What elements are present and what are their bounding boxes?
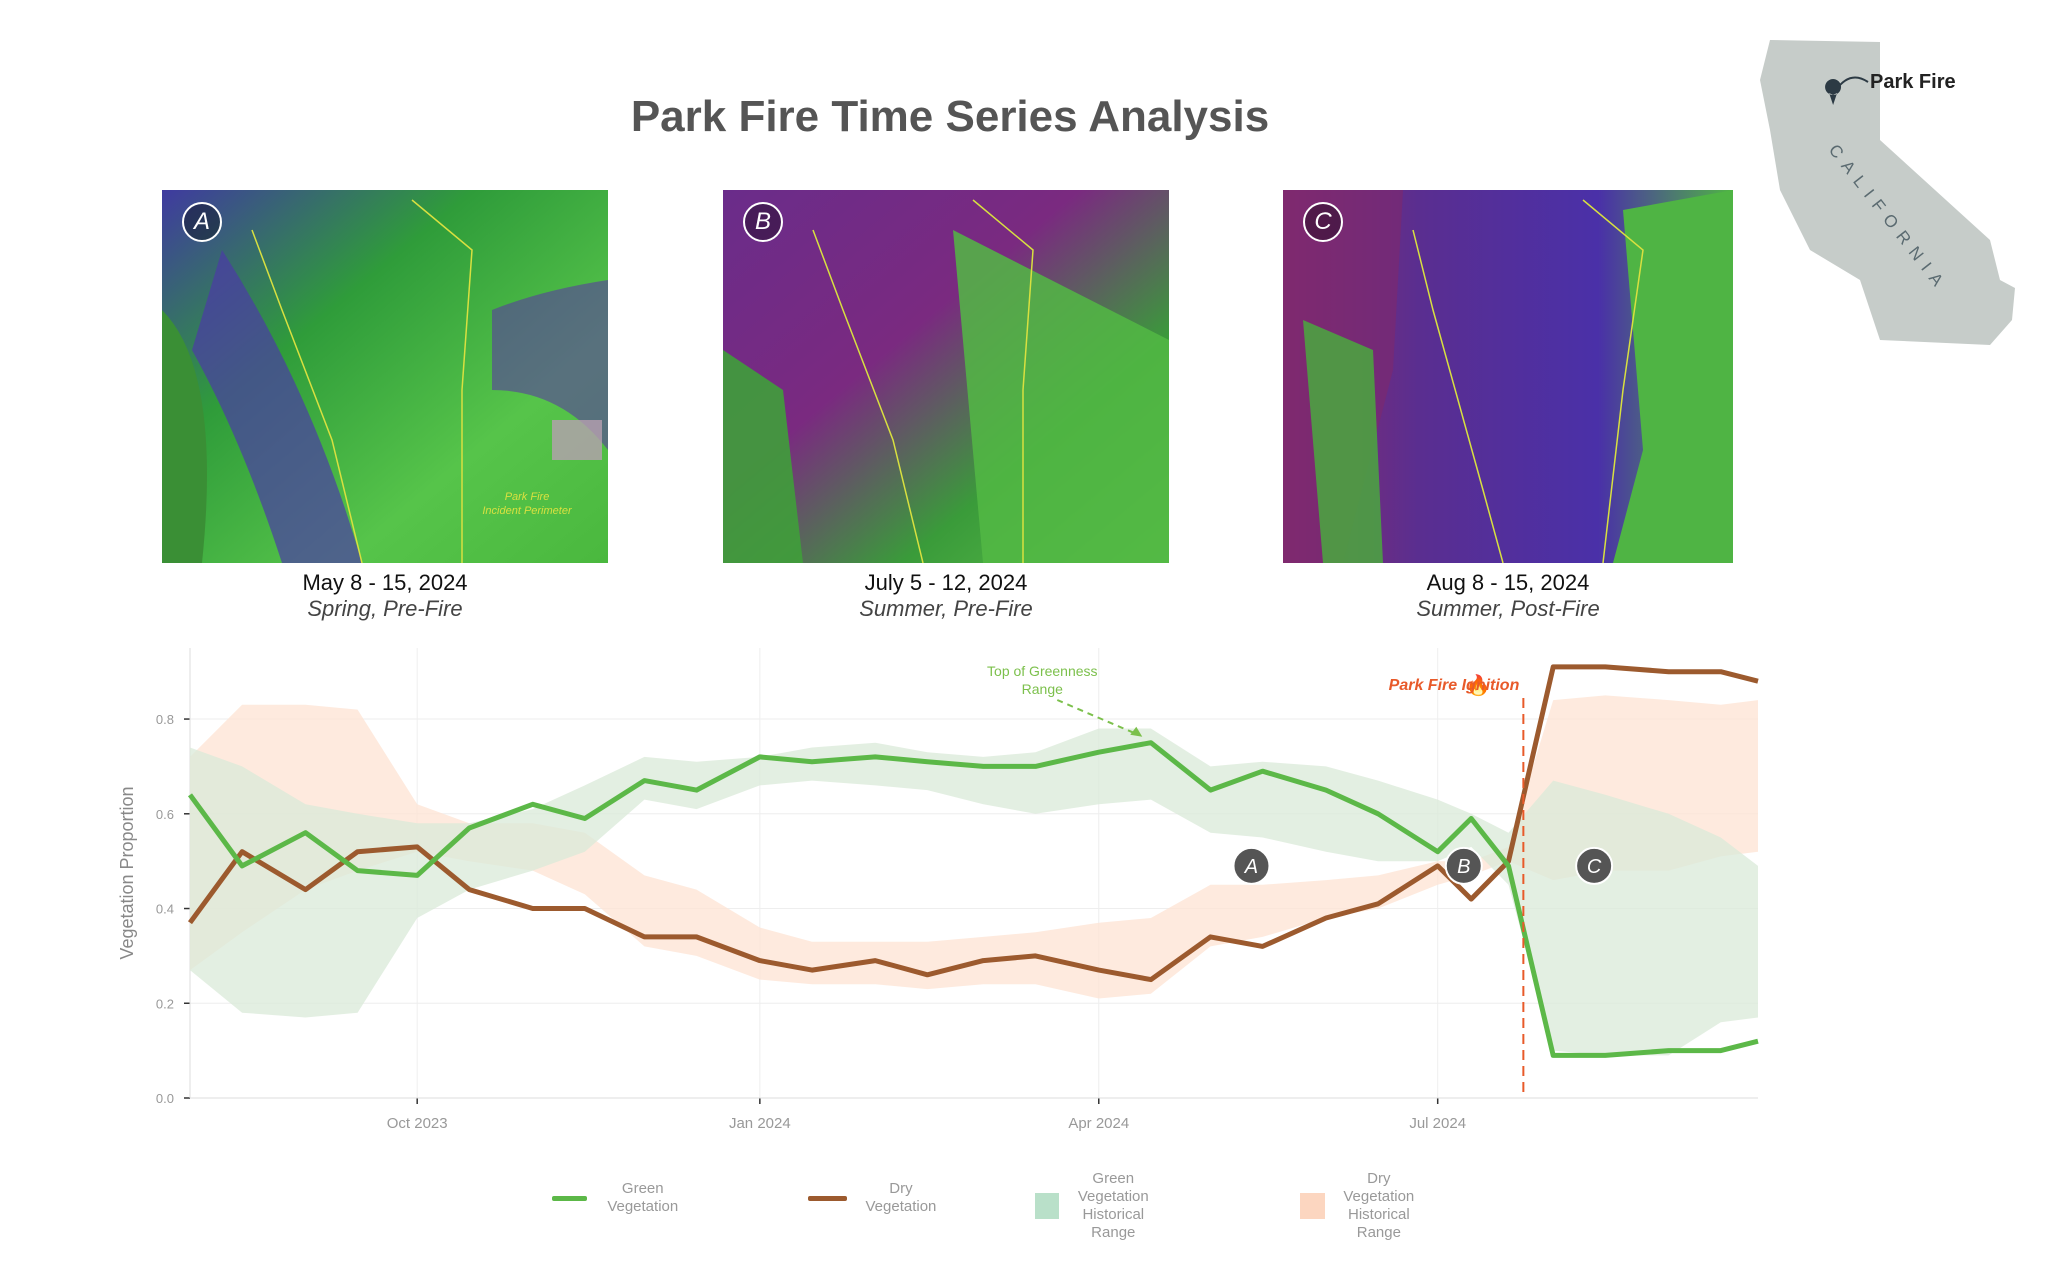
panel-badge: B: [743, 202, 783, 242]
x-tick-label: Apr 2024: [1068, 1115, 1129, 1132]
legend-swatch: [1300, 1193, 1325, 1219]
california-map: Park Fire CALIFORNIA: [1750, 40, 2040, 355]
panel-badge: A: [182, 202, 222, 242]
dry-vegetation-line: [187, 664, 1759, 983]
legend-item-dry-range: Dry Vegetation Historical Range: [1300, 1170, 1419, 1242]
x-tick-label: Oct 2023: [387, 1115, 448, 1132]
y-tick-label: 0.4: [156, 902, 174, 917]
period-marker: [1444, 846, 1483, 885]
caption-date: July 5 - 12, 2024: [864, 570, 1028, 595]
satellite-image-b: [723, 190, 1169, 563]
y-tick-label: 0.6: [156, 807, 174, 822]
legend-label: Dry Vegetation: [865, 1180, 937, 1215]
green-vegetation-line: [187, 740, 1759, 1058]
caption-a: May 8 - 15, 2024 Spring, Pre-Fire: [155, 570, 615, 622]
legend-label: Dry Vegetation Historical Range: [1343, 1170, 1415, 1241]
x-tick-label: Jul 2024: [1409, 1115, 1466, 1132]
legend-label: Green Vegetation: [607, 1180, 679, 1215]
period-marker: [1575, 846, 1614, 885]
legend-swatch: [552, 1195, 587, 1201]
y-axis-label: Vegetation Proportion: [117, 786, 137, 959]
satellite-panel-c: C: [1283, 190, 1733, 563]
legend-swatch: [1035, 1193, 1059, 1219]
location-pin-icon: [1825, 79, 1842, 105]
fire-icon: 🔥: [1466, 673, 1491, 697]
period-marker: [1232, 846, 1271, 885]
satellite-image-a: Park Fire Incident Perimeter: [162, 190, 608, 563]
panel-badge: C: [1303, 202, 1343, 242]
y-tick-label: 0.0: [156, 1091, 174, 1106]
map-label: Park Fire: [1870, 71, 1956, 93]
caption-date: Aug 8 - 15, 2024: [1426, 570, 1590, 595]
caption-date: May 8 - 15, 2024: [302, 570, 468, 595]
greenness-annotation-line1: Top of Greenness: [987, 663, 1098, 679]
greenness-annotation-line2: Range: [1022, 681, 1063, 697]
caption-c: Aug 8 - 15, 2024 Summer, Post-Fire: [1278, 570, 1738, 622]
caption-b: July 5 - 12, 2024 Summer, Pre-Fire: [716, 570, 1176, 622]
period-marker-label: A: [1244, 856, 1258, 878]
perimeter-label-2: Incident Perimeter: [482, 505, 573, 517]
x-tick-label: Jan 2024: [729, 1115, 791, 1132]
y-tick-label: 0.8: [156, 712, 174, 727]
satellite-image-c: [1283, 190, 1733, 563]
satellite-panel-b: B: [723, 190, 1169, 563]
perimeter-label-1: Park Fire: [505, 491, 550, 503]
arrowhead-icon: [1130, 726, 1143, 737]
period-marker-label: B: [1457, 856, 1470, 878]
period-marker-label: C: [1587, 856, 1602, 878]
caption-season: Summer, Post-Fire: [1416, 596, 1600, 621]
legend-swatch: [808, 1195, 847, 1201]
california-shape: Park Fire CALIFORNIA: [1760, 40, 2015, 345]
y-tick-label: 0.2: [156, 996, 174, 1011]
page-title: Park Fire Time Series Analysis: [630, 92, 1270, 141]
legend-item-green: Green Vegetation: [552, 1180, 685, 1216]
legend-item-dry: Dry Vegetation: [808, 1180, 941, 1216]
ignition-label: Park Fire Ignition: [1389, 677, 1520, 694]
legend-item-green-range: Green Vegetation Historical Range: [1035, 1170, 1154, 1242]
caption-season: Summer, Pre-Fire: [859, 596, 1033, 621]
greenness-annotation-arrow: [1056, 699, 1139, 736]
satellite-panel-a: Park Fire Incident Perimeter A: [162, 190, 608, 563]
legend-label: Green Vegetation Historical Range: [1077, 1170, 1149, 1241]
caption-season: Spring, Pre-Fire: [307, 596, 463, 621]
